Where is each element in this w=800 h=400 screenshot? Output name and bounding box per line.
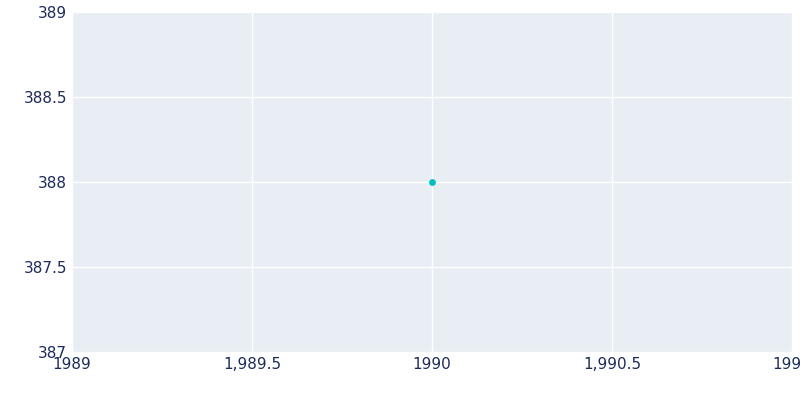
Point xyxy=(426,179,438,185)
